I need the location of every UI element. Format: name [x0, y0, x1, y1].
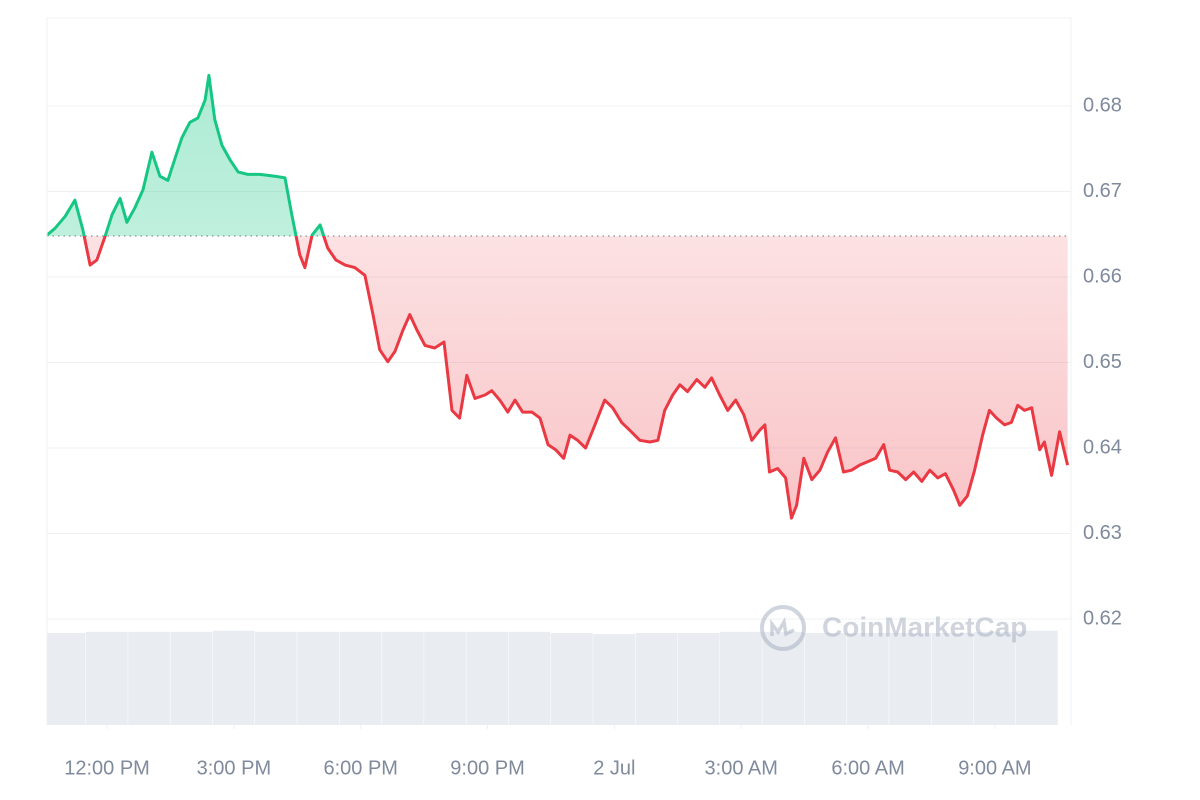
volume-bar [931, 633, 974, 725]
volume-bar [47, 633, 86, 725]
y-tick-label: 0.67 [1083, 180, 1122, 202]
volume-bar [1016, 630, 1058, 725]
x-tick-label: 9:00 AM [958, 757, 1031, 779]
x-tick-label: 3:00 PM [197, 757, 271, 779]
y-tick-label: 0.62 [1083, 607, 1122, 629]
x-tick-label: 2 Jul [593, 757, 635, 779]
volume-bar [804, 633, 847, 725]
x-tick-label: 6:00 PM [323, 757, 397, 779]
volume-bar [255, 631, 297, 725]
y-tick-label: 0.63 [1083, 522, 1122, 544]
volume-bar [635, 633, 678, 725]
volume-bar [846, 633, 889, 725]
volume-bar [85, 631, 128, 725]
volume-bar [339, 631, 382, 725]
volume-bar [424, 631, 466, 725]
area-down [47, 235, 1068, 519]
volume-bar [973, 631, 1016, 725]
plot-layer [46, 73, 1070, 520]
x-tick-label: 3:00 AM [705, 757, 778, 779]
watermark-text: CoinMarketCap [822, 611, 1027, 642]
volume-bar [720, 631, 762, 725]
volume-bar [381, 631, 424, 725]
y-tick-label: 0.65 [1083, 351, 1122, 373]
y-tick-label: 0.64 [1083, 436, 1122, 458]
x-tick-label: 6:00 AM [831, 757, 904, 779]
volume-bar [550, 633, 593, 725]
volume-bar [508, 631, 551, 725]
logo [760, 605, 806, 651]
volume-bar [677, 633, 720, 725]
volume-bar [466, 631, 509, 725]
y-tick-label: 0.68 [1083, 94, 1122, 116]
logo-mark [770, 617, 795, 637]
volume-bar [297, 631, 340, 725]
volume-bar [889, 633, 931, 725]
x-tick-label: 9:00 PM [450, 757, 524, 779]
price-line [46, 73, 1070, 520]
volume-layer [47, 630, 1058, 725]
watermark: CoinMarketCap [760, 605, 1027, 651]
y-tick-label: 0.66 [1083, 265, 1122, 287]
volume-bar [593, 634, 636, 725]
area-up [47, 75, 324, 236]
volume-bar [128, 631, 170, 725]
x-tick-label: 12:00 PM [64, 757, 150, 779]
volume-bar [170, 631, 213, 725]
volume-bar [212, 630, 255, 725]
